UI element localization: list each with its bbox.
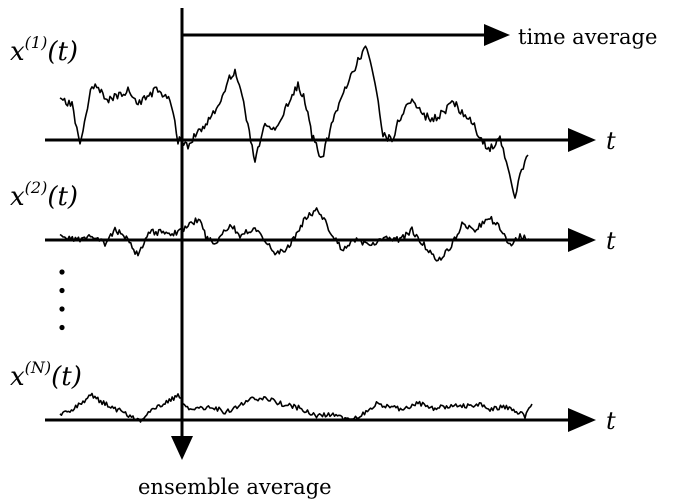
ensemble-average-group: ensemble average [138, 8, 332, 499]
signal-n-axis-arrowhead [568, 408, 596, 432]
ellipsis-dots [59, 269, 65, 331]
signal-2-label: x(2)(t) [10, 178, 78, 212]
signal-n-group: x(N)(t) t [10, 358, 616, 435]
ensemble-average-arrowhead [171, 436, 193, 460]
signal-1-label: x(1)(t) [10, 33, 78, 67]
signal-n-trace [59, 392, 533, 423]
time-average-group: time average [182, 24, 657, 49]
signal-1-trace [59, 45, 529, 199]
signal-n-label: x(N)(t) [10, 358, 82, 392]
ellipsis-dot [59, 324, 65, 331]
signal-n-axis-label: t [606, 407, 616, 435]
signal-2-group: x(2)(t) t [10, 178, 616, 262]
signal-2-axis-arrowhead [568, 228, 596, 252]
signal-1-axis-arrowhead [568, 128, 596, 152]
signal-2-trace [59, 207, 531, 262]
ellipsis-dot [59, 269, 65, 275]
ensemble-average-label: ensemble average [138, 475, 332, 499]
time-average-arrowhead [484, 24, 510, 46]
signal-2-axis-label: t [606, 227, 616, 255]
signal-1-group: x(1)(t) t [10, 33, 616, 199]
time-average-label: time average [518, 25, 657, 49]
signal-1-axis-label: t [606, 127, 616, 155]
ellipsis-dot [59, 287, 65, 294]
ellipsis-dot [59, 306, 65, 312]
